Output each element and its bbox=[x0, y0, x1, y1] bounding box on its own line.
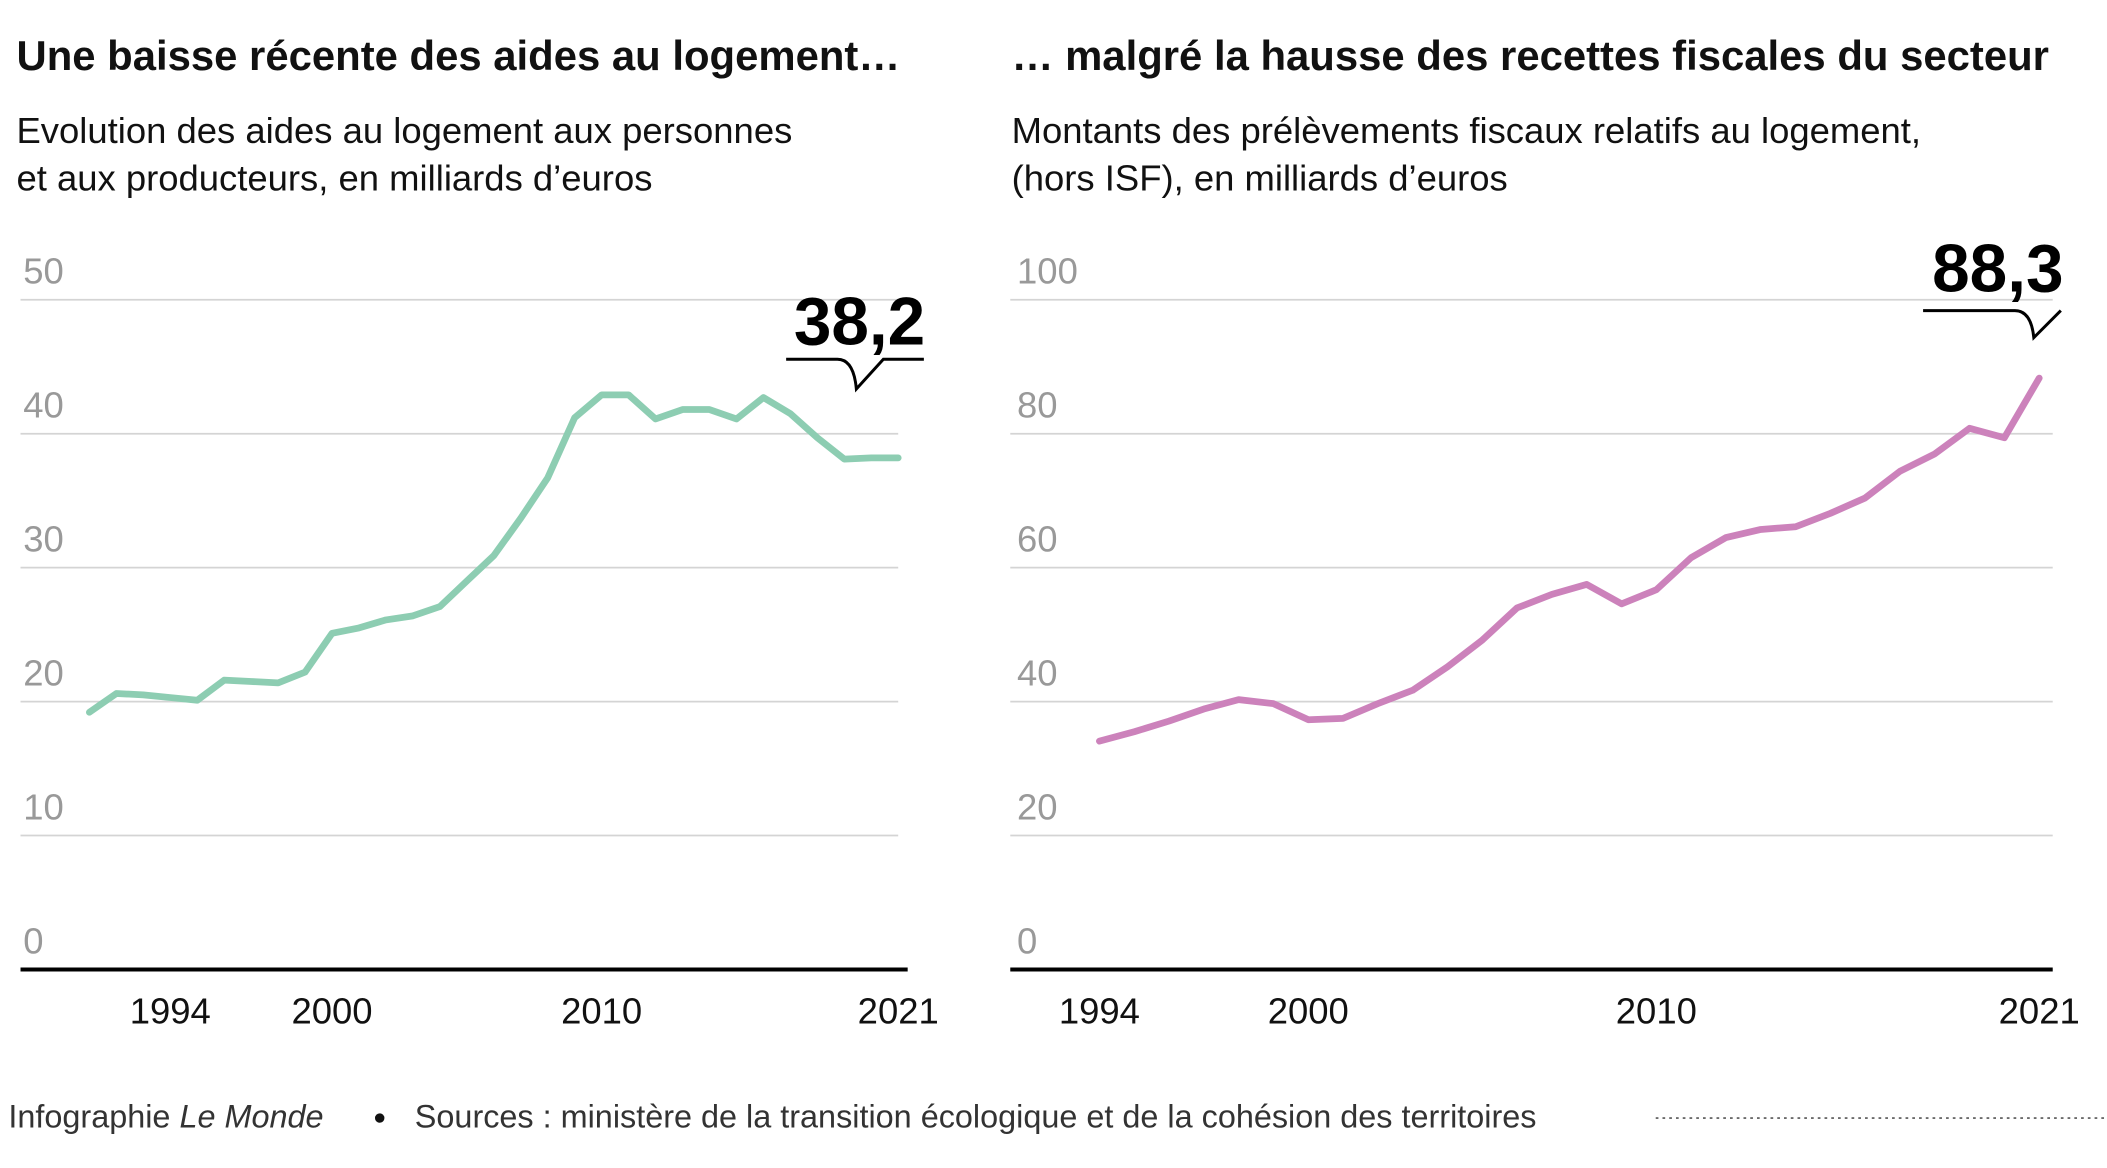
line-series bbox=[1096, 374, 2043, 745]
y-tick-label: 40 bbox=[1017, 652, 1058, 693]
y-tick-label: 60 bbox=[1017, 518, 1058, 559]
footer-credit: Infographie Le Monde bbox=[8, 1098, 323, 1134]
credit: Infographie bbox=[8, 1098, 170, 1134]
chart-title: … malgré la hausse des recettes fiscales… bbox=[1012, 32, 2049, 79]
chart-title: Une baisse récente des aides au logement… bbox=[16, 32, 900, 79]
y-tick-label: 0 bbox=[23, 920, 43, 961]
annotation-callout bbox=[1923, 309, 2062, 341]
x-tick-label: 1994 bbox=[1059, 991, 1140, 1032]
x-tick-label: 2000 bbox=[292, 991, 373, 1032]
y-tick-label: 20 bbox=[23, 652, 64, 693]
bullet bbox=[374, 1113, 385, 1123]
x-tick-label: 2000 bbox=[1268, 991, 1349, 1032]
y-tick-label: 20 bbox=[1017, 786, 1058, 827]
y-tick-label: 100 bbox=[1017, 251, 1078, 292]
y-tick-label: 10 bbox=[23, 786, 64, 827]
y-tick-label: 50 bbox=[23, 251, 64, 292]
x-tick-label: 2010 bbox=[561, 991, 642, 1032]
chart-subtitle: Montants des prélèvements fiscaux relati… bbox=[1012, 110, 1921, 151]
credit-name: Le Monde bbox=[179, 1098, 323, 1134]
value-annotation: 38,2 bbox=[794, 284, 925, 359]
value-annotation: 88,3 bbox=[1932, 232, 2063, 307]
x-tick-label: 2010 bbox=[1616, 991, 1697, 1032]
chart-subtitle: et aux producteurs, en milliards d’euros bbox=[16, 157, 652, 198]
x-tick-label: 2021 bbox=[1999, 991, 2080, 1032]
chart-subtitle: (hors ISF), en milliards d’euros bbox=[1012, 157, 1508, 198]
annotation-callout bbox=[786, 357, 924, 393]
x-tick-label: 1994 bbox=[130, 991, 211, 1032]
y-tick-label: 40 bbox=[23, 385, 64, 426]
y-tick-label: 80 bbox=[1017, 385, 1058, 426]
line-series bbox=[86, 391, 902, 716]
chart-subtitle: Evolution des aides au logement aux pers… bbox=[16, 110, 792, 151]
y-tick-label: 0 bbox=[1017, 920, 1037, 961]
footer-source: Sources : ministère de la transition éco… bbox=[415, 1098, 1537, 1134]
y-tick-label: 30 bbox=[23, 518, 64, 559]
x-tick-label: 2021 bbox=[858, 991, 939, 1032]
